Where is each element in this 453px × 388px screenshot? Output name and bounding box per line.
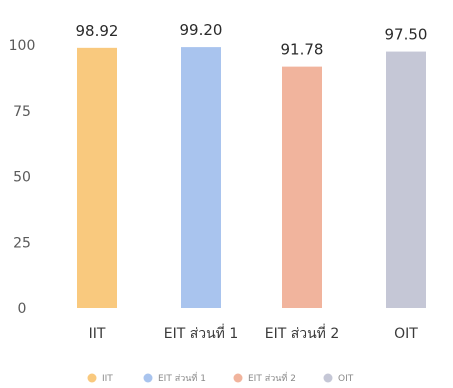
y-tick-label: 50 (13, 170, 31, 186)
legend-swatch (323, 373, 333, 383)
y-tick-label: 25 (13, 235, 31, 251)
data-label: 98.92 (76, 22, 119, 40)
data-label: 97.50 (385, 26, 428, 44)
bar (386, 51, 426, 308)
legend-label: EIT ส่วนที่ 1 (158, 371, 206, 384)
legend-swatch (143, 373, 153, 383)
data-label: 91.78 (281, 41, 324, 59)
bar (181, 47, 221, 308)
data-label: 99.20 (180, 21, 223, 39)
y-tick-label: 100 (9, 38, 36, 54)
legend-label: IIT (102, 374, 113, 384)
legend-swatch (87, 373, 97, 383)
legend-swatch (233, 373, 243, 383)
legend-label: EIT ส่วนที่ 2 (248, 371, 296, 384)
x-tick-label: OIT (394, 326, 418, 342)
y-tick-label: 0 (18, 301, 27, 317)
bar (282, 66, 322, 309)
x-tick-label: EIT ส่วนที่ 2 (265, 324, 340, 342)
y-tick-label: 75 (13, 104, 31, 120)
x-tick-label: EIT ส่วนที่ 1 (164, 324, 239, 342)
legend-label: OIT (338, 374, 354, 384)
bar (77, 47, 117, 309)
x-tick-label: IIT (89, 326, 106, 342)
